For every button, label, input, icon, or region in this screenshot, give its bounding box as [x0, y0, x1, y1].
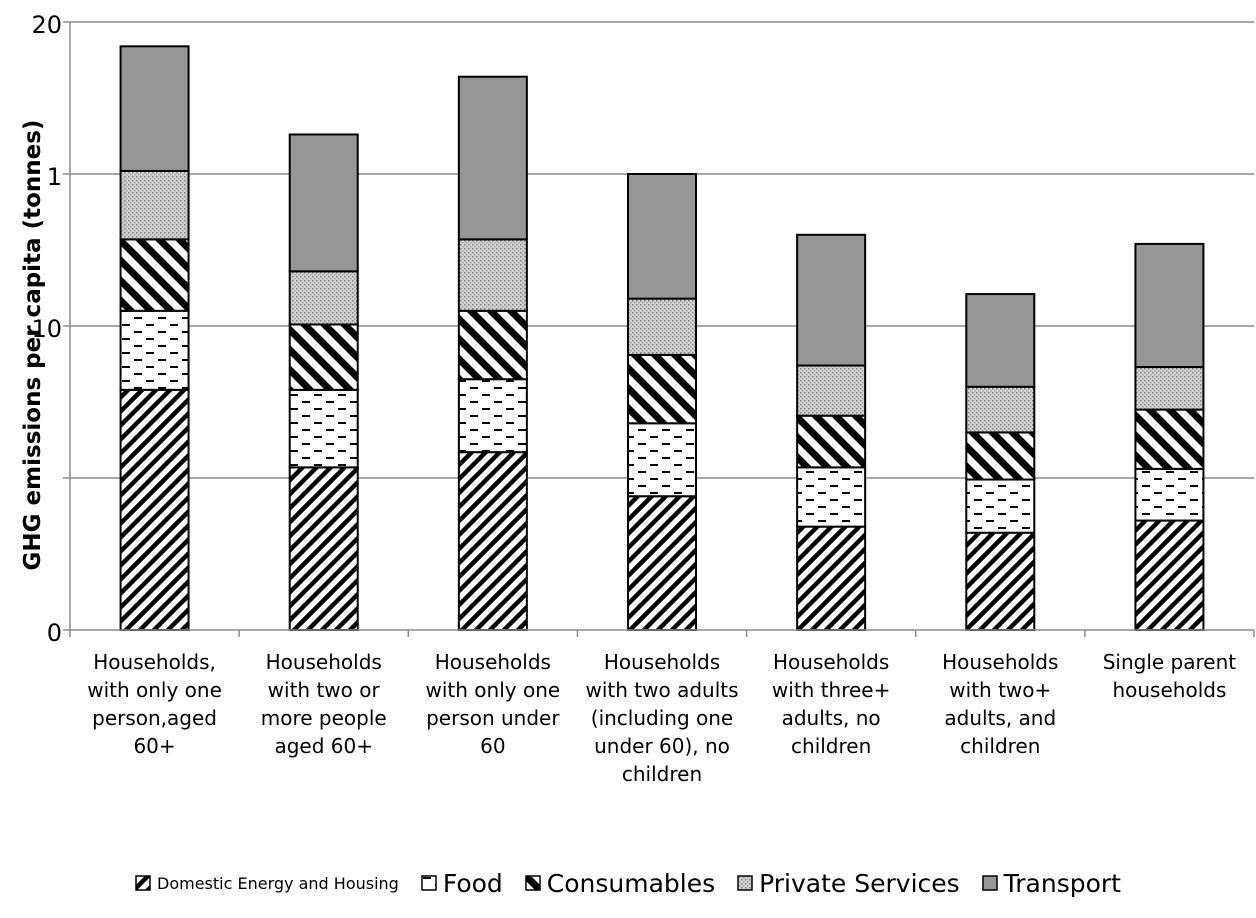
bar-segment-consumables: [288, 323, 359, 391]
bar-segment-food: [457, 378, 528, 454]
bar-segment-domestic-energy-and-housing: [796, 525, 867, 632]
legend-swatch: [737, 875, 753, 891]
x-category-label: Households with two adults (including one u…: [585, 650, 739, 786]
bar-segment-private-services: [796, 364, 867, 417]
bar-segment-food: [796, 466, 867, 528]
bar-segment-consumables: [965, 431, 1036, 481]
legend-item-consumables: Consumables: [525, 869, 715, 898]
bar-segment-private-services: [627, 297, 697, 356]
bar-segment-consumables: [119, 238, 190, 312]
x-category-label: Single parent households: [1102, 650, 1237, 702]
bar-segment-transport: [796, 233, 867, 367]
legend-swatch: [981, 875, 998, 891]
bar-segment-private-services: [457, 238, 528, 312]
bar-segment-domestic-energy-and-housing: [457, 451, 528, 631]
bar-segment-food: [965, 478, 1036, 534]
bar-segment-transport: [457, 75, 528, 241]
x-category-label: Households with two+ adults, and children: [942, 650, 1059, 758]
bar-segment-domestic-energy-and-housing: [288, 466, 359, 631]
legend-label: Consumables: [546, 868, 716, 898]
bar-segment-transport: [288, 133, 359, 273]
y-axis-title: GHG emissions per capita (tonnes): [20, 119, 46, 571]
bar-segment-consumables: [1134, 408, 1205, 470]
x-category-label: Households, with only one person,aged 60+: [87, 650, 222, 758]
bar-segment-private-services: [1134, 366, 1205, 411]
y-tick-label: 0: [47, 619, 62, 647]
bar-segment-food: [627, 422, 697, 498]
bar-segment-transport: [119, 45, 190, 172]
bar-segment-domestic-energy-and-housing: [119, 388, 190, 631]
bar-segment-consumables: [457, 309, 528, 381]
legend-label: Private Services: [759, 868, 960, 898]
bar-segment-transport: [627, 173, 697, 300]
legend-label: Domestic Energy and Housing: [157, 873, 399, 893]
legend-label: Transport: [1003, 868, 1121, 898]
legend-swatch: [421, 875, 437, 891]
legend-item-food: Food: [421, 869, 503, 898]
x-category-label: Households with two or more people aged 60+: [260, 650, 387, 758]
legend-item-private-services: Private Services: [737, 869, 960, 898]
bar-segment-consumables: [627, 353, 697, 425]
legend-swatch: [525, 875, 541, 891]
bar-segment-food: [119, 309, 190, 391]
y-tick-label: 1: [47, 163, 62, 191]
bar-segment-food: [1134, 467, 1205, 522]
x-category-label: Households with only one person under 60: [425, 650, 561, 758]
bar-segment-private-services: [288, 270, 359, 326]
bar-segment-food: [288, 388, 359, 469]
bar-segment-domestic-energy-and-housing: [965, 531, 1036, 631]
legend-item-transport: Transport: [981, 868, 1121, 898]
x-axis-category-labels: Households, with only one person,aged 60+ Ho…: [0, 648, 1256, 818]
legend: Domestic Energy and Housing Food Consumabl…: [0, 858, 1256, 908]
legend-swatch: [135, 875, 151, 891]
legend-item-domestic-energy-and-housing: Domestic Energy and Housing: [135, 874, 399, 893]
bar-segment-domestic-energy-and-housing: [1134, 519, 1205, 631]
bar-segment-consumables: [796, 414, 867, 469]
y-tick-label: 10: [31, 315, 62, 343]
x-category-label: Households with three+ adults, no children: [771, 650, 891, 758]
legend-label: Food: [442, 868, 503, 898]
bar-segment-private-services: [965, 385, 1036, 434]
y-tick-label: 20: [31, 11, 62, 39]
bar-segment-transport: [965, 293, 1036, 388]
bar-segment-domestic-energy-and-housing: [627, 495, 697, 631]
bar-segment-private-services: [119, 169, 190, 241]
bar-segment-transport: [1134, 242, 1205, 369]
